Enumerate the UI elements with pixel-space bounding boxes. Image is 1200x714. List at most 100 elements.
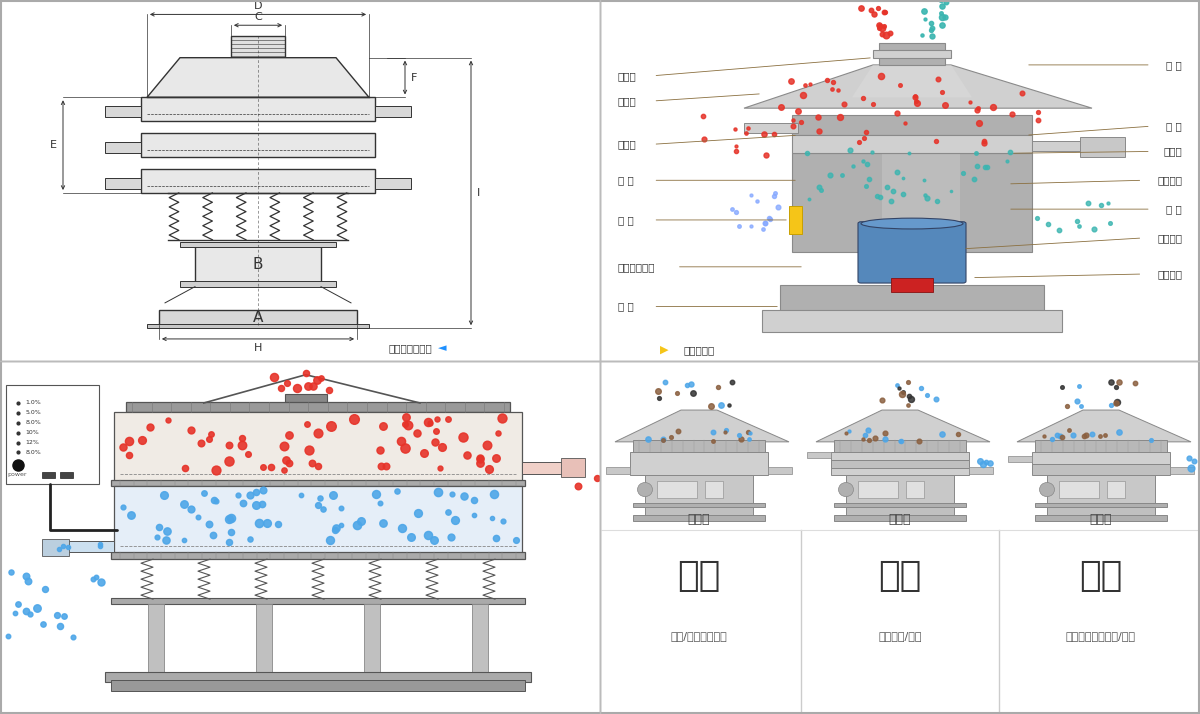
Bar — [744, 123, 798, 134]
Bar — [142, 97, 374, 121]
Bar — [792, 154, 1032, 253]
Bar — [126, 402, 510, 412]
Text: 颗粒/粉末准确分级: 颗粒/粉末准确分级 — [671, 631, 727, 641]
Text: 除杂: 除杂 — [1079, 559, 1123, 593]
Bar — [230, 36, 286, 58]
Bar — [1032, 464, 1170, 476]
Bar — [60, 471, 73, 478]
Bar — [646, 476, 754, 503]
Text: 网 架: 网 架 — [1166, 121, 1182, 131]
Bar — [658, 481, 697, 498]
Ellipse shape — [1039, 483, 1055, 497]
Bar — [112, 480, 526, 486]
Bar — [106, 178, 142, 189]
Text: 防尘盖: 防尘盖 — [618, 96, 637, 106]
Bar — [374, 106, 410, 117]
Bar — [790, 206, 803, 234]
Text: 进料口: 进料口 — [618, 71, 637, 81]
Polygon shape — [616, 410, 790, 442]
Bar — [112, 598, 526, 605]
Text: 去除异物/结块: 去除异物/结块 — [878, 631, 922, 641]
Text: 去除液体中的颗粒/异物: 去除液体中的颗粒/异物 — [1066, 631, 1136, 641]
FancyBboxPatch shape — [858, 222, 966, 283]
Bar — [562, 458, 586, 477]
Bar — [180, 241, 336, 247]
Bar — [834, 440, 966, 453]
Bar — [1034, 440, 1166, 453]
Bar — [1170, 467, 1194, 473]
Bar — [970, 467, 994, 473]
Bar — [834, 516, 966, 521]
Text: 12%: 12% — [25, 440, 40, 445]
Text: 三层式: 三层式 — [889, 513, 911, 526]
Polygon shape — [1018, 410, 1190, 442]
Text: 筛 网: 筛 网 — [1166, 60, 1182, 70]
Polygon shape — [852, 65, 972, 97]
Bar — [148, 323, 370, 328]
Bar — [834, 503, 966, 507]
Bar — [762, 310, 1062, 332]
Text: C: C — [254, 11, 262, 21]
Polygon shape — [744, 65, 1092, 109]
Bar — [1046, 476, 1154, 503]
Bar — [606, 467, 630, 473]
Bar — [768, 467, 792, 473]
Bar — [634, 440, 766, 453]
Bar — [114, 412, 522, 481]
Text: 10%: 10% — [25, 430, 38, 435]
Bar — [906, 481, 924, 498]
Bar — [112, 552, 526, 559]
Bar — [890, 278, 934, 292]
Bar — [284, 394, 326, 403]
Bar — [142, 134, 374, 157]
Bar — [148, 604, 164, 673]
Bar — [106, 142, 142, 154]
Bar — [792, 116, 1032, 135]
Text: ▶: ▶ — [660, 345, 668, 355]
Bar — [1008, 456, 1032, 462]
Bar — [522, 463, 564, 473]
Polygon shape — [148, 58, 370, 97]
Bar — [256, 604, 272, 673]
Bar — [180, 281, 336, 286]
Text: E: E — [50, 140, 58, 150]
Bar — [634, 503, 766, 507]
Bar — [112, 680, 526, 691]
Bar — [830, 460, 970, 468]
Text: 外形尺寸示意图: 外形尺寸示意图 — [389, 343, 432, 353]
Text: 8.0%: 8.0% — [25, 450, 41, 455]
Text: 1.0%: 1.0% — [25, 401, 41, 406]
Bar — [1108, 481, 1126, 498]
Text: I: I — [478, 188, 480, 198]
Text: 5.0%: 5.0% — [25, 411, 41, 416]
Bar — [1032, 453, 1170, 464]
Text: 弹 簧: 弹 簧 — [618, 215, 634, 225]
Bar — [830, 453, 970, 460]
Bar — [874, 51, 952, 58]
Bar — [1034, 503, 1166, 507]
Text: power: power — [7, 473, 26, 478]
Bar — [706, 481, 722, 498]
Text: 结构示意图: 结构示意图 — [684, 345, 715, 355]
Text: 8.0%: 8.0% — [25, 421, 41, 426]
Bar — [472, 604, 488, 673]
Text: 机 座: 机 座 — [618, 301, 634, 311]
Text: A: A — [253, 310, 263, 325]
Text: D: D — [253, 1, 263, 11]
Ellipse shape — [862, 218, 964, 229]
Text: 双层式: 双层式 — [1090, 513, 1112, 526]
Bar — [1080, 137, 1126, 157]
Text: 下部重锤: 下部重锤 — [1157, 269, 1182, 279]
Bar — [792, 135, 1032, 154]
Text: 过滤: 过滤 — [878, 559, 922, 593]
Bar — [634, 516, 766, 521]
Text: 筛 盘: 筛 盘 — [1166, 204, 1182, 214]
Bar — [878, 44, 946, 65]
Bar — [630, 453, 768, 476]
Bar — [1046, 507, 1154, 516]
Text: 振动电机: 振动电机 — [1157, 233, 1182, 243]
Ellipse shape — [839, 483, 853, 497]
Bar — [808, 452, 830, 458]
Text: H: H — [254, 343, 262, 353]
Bar — [6, 386, 98, 484]
